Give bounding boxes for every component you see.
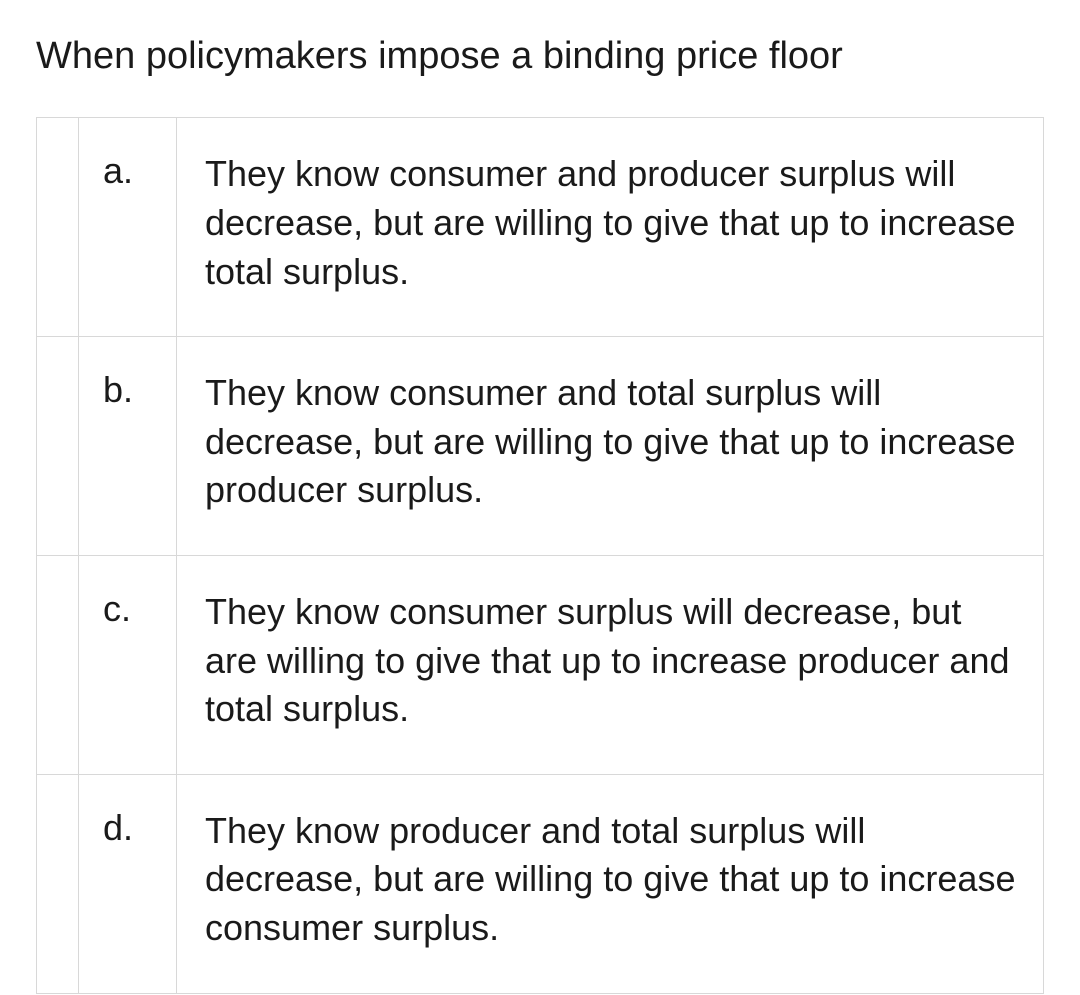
option-label: d. (79, 774, 177, 993)
option-spacer (37, 555, 79, 774)
option-answer: They know producer and total surplus wil… (177, 774, 1044, 993)
option-label: a. (79, 118, 177, 337)
table-row: a. They know consumer and producer surpl… (37, 118, 1044, 337)
option-label: b. (79, 337, 177, 556)
table-row: c. They know consumer surplus will decre… (37, 555, 1044, 774)
table-row: d. They know producer and total surplus … (37, 774, 1044, 993)
option-answer: They know consumer surplus will decrease… (177, 555, 1044, 774)
option-label: c. (79, 555, 177, 774)
option-answer: They know consumer and total surplus wil… (177, 337, 1044, 556)
question-text: When policymakers impose a binding price… (36, 32, 1044, 81)
options-table: a. They know consumer and producer surpl… (36, 117, 1044, 993)
option-answer: They know consumer and producer surplus … (177, 118, 1044, 337)
table-row: b. They know consumer and total surplus … (37, 337, 1044, 556)
option-spacer (37, 774, 79, 993)
option-spacer (37, 337, 79, 556)
option-spacer (37, 118, 79, 337)
